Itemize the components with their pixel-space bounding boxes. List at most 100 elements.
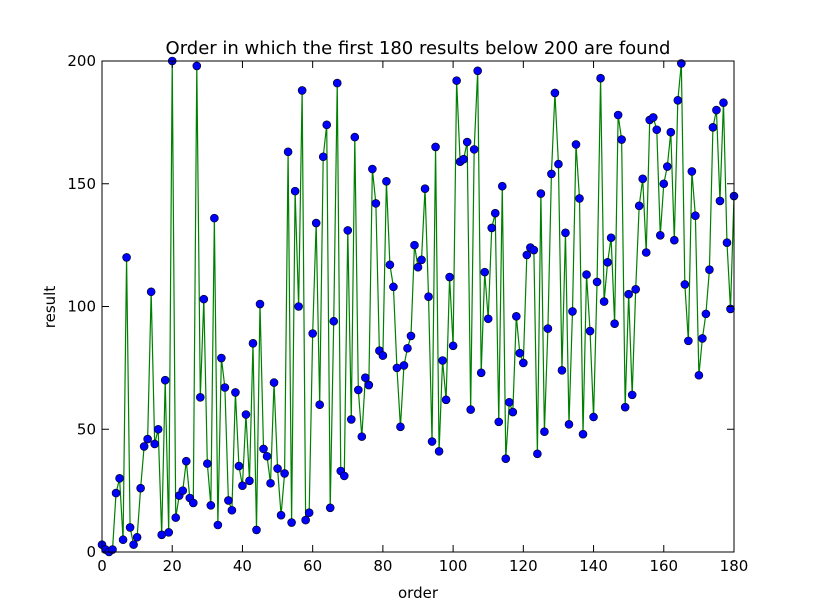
x-tick-label: 80 — [373, 557, 392, 575]
data-point — [410, 240, 419, 250]
data-point — [269, 378, 279, 387]
data-point — [122, 253, 131, 262]
data-point — [129, 540, 138, 549]
data-point — [160, 375, 170, 385]
data-point — [213, 520, 223, 530]
data-point — [515, 348, 525, 358]
data-point — [346, 415, 356, 424]
data-point — [490, 208, 500, 218]
data-point — [199, 294, 209, 304]
data-point — [627, 390, 637, 400]
data-point — [181, 456, 191, 466]
data-point — [589, 412, 598, 422]
data-point — [603, 258, 612, 267]
data-point — [438, 356, 447, 365]
data-point — [427, 437, 437, 446]
data-point — [504, 397, 514, 407]
data-point — [227, 505, 237, 515]
data-point — [417, 255, 426, 265]
data-point — [273, 464, 282, 473]
data-point — [294, 302, 303, 311]
data-point — [662, 162, 672, 171]
data-point — [241, 410, 251, 419]
data-point — [673, 95, 683, 105]
data-point — [694, 370, 704, 380]
data-point — [529, 245, 539, 255]
data-point — [543, 324, 553, 333]
data-point — [519, 358, 528, 368]
data-point — [139, 442, 149, 451]
data-point — [311, 218, 321, 228]
x-axis-ticks: 0 20 40 60 80 100 120 140 160 180 — [97, 61, 748, 575]
data-point — [547, 169, 556, 179]
data-point — [210, 213, 219, 223]
data-point — [364, 380, 374, 390]
data-point — [371, 199, 381, 208]
data-point — [290, 186, 300, 196]
data-point — [304, 508, 314, 518]
data-point — [561, 228, 570, 238]
data-point — [715, 196, 725, 206]
data-point — [385, 260, 395, 270]
data-point — [585, 326, 595, 336]
data-point — [698, 334, 707, 343]
data-point — [255, 299, 265, 309]
data-point — [554, 159, 563, 169]
data-point — [262, 451, 272, 461]
data-point — [634, 201, 644, 211]
data-point — [462, 137, 472, 147]
data-point — [512, 312, 521, 321]
data-point — [596, 73, 605, 83]
data-point — [466, 405, 475, 414]
data-point — [389, 282, 398, 292]
data-point — [153, 424, 163, 434]
data-point — [164, 528, 174, 537]
data-point — [231, 388, 240, 397]
data-point — [722, 238, 732, 247]
data-point — [624, 289, 633, 299]
chart-title: Order in which the first 180 results bel… — [166, 38, 671, 59]
data-point — [171, 513, 181, 522]
data-point — [659, 179, 669, 189]
data-point — [283, 147, 293, 157]
data-point — [469, 145, 479, 154]
data-point — [329, 316, 339, 326]
data-point — [483, 314, 493, 324]
data-point — [399, 361, 409, 370]
data-point — [361, 373, 370, 383]
data-point — [325, 503, 335, 513]
y-tick-label: 100 — [67, 298, 96, 316]
x-tick-label: 140 — [579, 557, 608, 575]
data-point — [382, 177, 391, 186]
data-point — [578, 429, 588, 439]
data-point — [234, 461, 244, 471]
data-point — [533, 449, 542, 459]
data-point — [568, 307, 577, 316]
data-point — [631, 285, 640, 294]
x-tick-label: 60 — [303, 557, 322, 575]
data-point — [420, 184, 430, 193]
data-point — [610, 319, 619, 328]
data-point — [575, 194, 584, 203]
data-point — [638, 174, 648, 184]
data-point — [343, 226, 353, 235]
data-point — [318, 152, 328, 162]
data-point — [297, 86, 307, 95]
data-point — [655, 231, 665, 240]
y-tick-label: 50 — [77, 420, 96, 438]
y-tick-label: 150 — [67, 175, 96, 193]
data-point — [238, 481, 247, 491]
data-point — [431, 142, 440, 152]
data-point — [178, 486, 188, 495]
x-tick-label: 180 — [720, 557, 749, 575]
data-point — [497, 181, 507, 191]
data-point — [308, 329, 317, 338]
data-point — [670, 235, 679, 245]
data-point — [641, 248, 651, 257]
data-point — [494, 417, 504, 427]
data-point — [118, 535, 128, 545]
data-point — [248, 339, 258, 348]
data-point — [592, 277, 602, 287]
data-point — [368, 164, 377, 174]
